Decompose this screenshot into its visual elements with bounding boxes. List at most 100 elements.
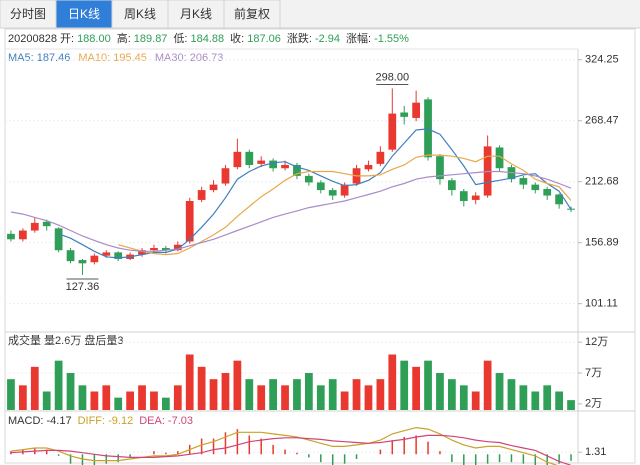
candle-body — [138, 250, 146, 255]
candle-body — [66, 250, 75, 262]
volume-bar — [293, 379, 301, 410]
volume-bar — [436, 373, 444, 410]
volume-bar — [316, 385, 325, 410]
volume-bar — [197, 366, 206, 410]
tab-label[interactable]: 月K线 — [180, 7, 212, 21]
diff-line — [10, 426, 558, 465]
volume-bar — [209, 379, 218, 410]
candle-body — [436, 156, 444, 180]
volume-bar — [328, 379, 337, 410]
y-tick-label: 156.89 — [585, 237, 619, 249]
candle-body — [459, 191, 468, 202]
volume-bar — [257, 385, 266, 410]
tab-label[interactable]: 分时图 — [10, 7, 46, 21]
candle-body — [221, 168, 230, 184]
volume-bar — [376, 379, 385, 410]
volume-bar — [78, 385, 87, 410]
volume-bar — [448, 379, 456, 410]
volume-bar — [459, 385, 468, 410]
volume-bar — [412, 366, 420, 410]
legend-entry: MA5: 187.46 — [8, 52, 70, 64]
tab[interactable] — [111, 0, 169, 29]
volume-bar — [102, 385, 111, 410]
candle-body — [269, 160, 277, 169]
volume-bar — [173, 385, 182, 410]
info-value: 188.00 — [77, 33, 111, 45]
info-value: 189.87 — [134, 33, 168, 45]
volume-bar — [150, 391, 158, 410]
candle-body — [114, 252, 123, 259]
tab[interactable] — [0, 0, 57, 29]
volume-bar — [340, 391, 349, 410]
candle-body — [173, 244, 182, 251]
volume-bar — [54, 360, 63, 410]
candle-body — [495, 147, 504, 169]
info-value: -2.94 — [315, 33, 340, 45]
info-value: -1.55% — [374, 33, 409, 45]
tab[interactable] — [223, 0, 281, 29]
volume-bar — [531, 391, 540, 410]
volume-title: 成交量 量2.6万 盘后量3 — [8, 333, 124, 347]
candle-body — [54, 228, 63, 251]
volume-bar — [305, 373, 313, 410]
tab-label[interactable]: 前复权 — [234, 6, 270, 21]
candle-body — [364, 164, 373, 170]
volume-bar — [30, 366, 39, 410]
tab-label[interactable]: 周K线 — [124, 7, 156, 21]
volume-bar — [519, 385, 528, 410]
volume-bar — [400, 360, 409, 410]
y-tick-label: 101.11 — [585, 298, 618, 310]
macd-legend: MACD: -4.17 — [8, 415, 72, 427]
tab[interactable] — [167, 0, 225, 29]
y-tick-label: 268.47 — [585, 115, 619, 127]
volume-bar — [66, 373, 75, 410]
y-tick-label: 212.68 — [585, 176, 619, 188]
candle-body — [293, 164, 301, 176]
candle-body — [388, 113, 397, 150]
volume-bar — [495, 373, 504, 410]
ma-line — [58, 128, 572, 259]
candle-body — [197, 190, 206, 200]
volume-bar — [352, 379, 361, 410]
y-tick-label: 7万 — [585, 367, 602, 379]
tab-label[interactable]: 日K线 — [68, 7, 100, 21]
candle-body — [245, 151, 254, 165]
candle-body — [376, 151, 385, 164]
volume-bar — [555, 391, 563, 410]
candle-body — [90, 255, 99, 263]
candle-body — [19, 230, 27, 240]
candle-body — [471, 195, 480, 200]
max-annotation: 298.00 — [375, 71, 409, 83]
min-annotation: 127.36 — [66, 281, 100, 293]
candle-body — [281, 164, 289, 169]
candle-body — [30, 222, 39, 231]
info-label: 20200828 开: — [8, 33, 74, 45]
candle-body — [42, 221, 51, 227]
candle-body — [233, 151, 242, 168]
tab[interactable] — [55, 0, 113, 29]
info-label: 低: — [173, 32, 187, 45]
candle-body — [328, 190, 337, 196]
candle-body — [519, 178, 528, 185]
info-label: 收: — [230, 31, 244, 45]
volume-bar — [162, 397, 170, 410]
volume-bar — [245, 379, 254, 410]
volume-bar — [507, 379, 516, 410]
ma-line — [10, 170, 572, 252]
candle-body — [150, 248, 158, 251]
info-value: 187.06 — [247, 33, 281, 45]
dea-line — [10, 434, 572, 465]
macd-legend: DIFF: -9.12 — [78, 415, 134, 427]
volume-bar — [364, 385, 373, 410]
legend-entry: MA10: 195.45 — [78, 52, 147, 64]
volume-bar — [388, 354, 397, 410]
volume-bar — [471, 391, 480, 410]
volume-bar — [567, 400, 575, 410]
info-label: 高: — [117, 31, 131, 45]
volume-bar — [483, 360, 492, 410]
candle-body — [412, 102, 420, 118]
y-tick-label: 324.25 — [585, 54, 619, 66]
y-tick-label: 12万 — [585, 336, 608, 348]
candle-body — [448, 180, 456, 191]
volume-bar — [424, 360, 432, 410]
